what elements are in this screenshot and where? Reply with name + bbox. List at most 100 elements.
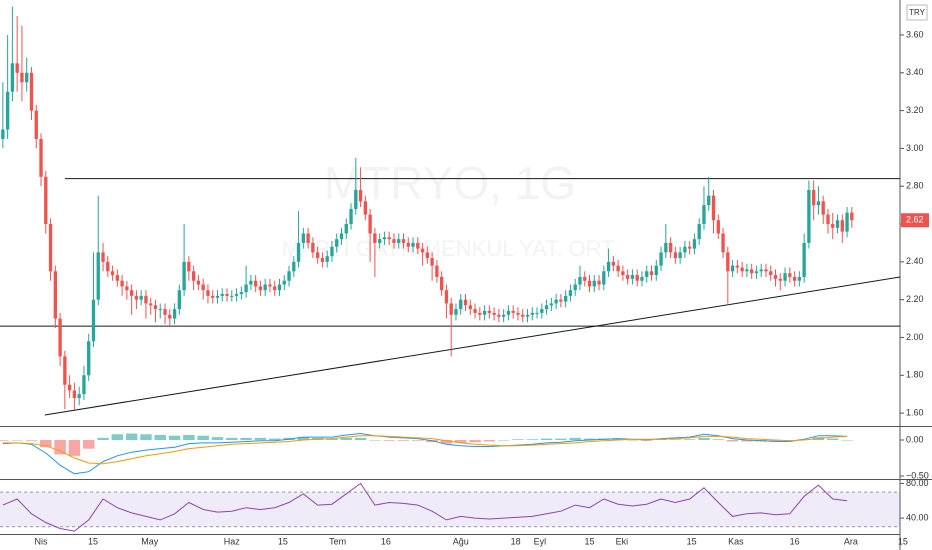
- candle-body: [77, 394, 81, 398]
- candle-body: [759, 269, 763, 272]
- candle-body: [621, 271, 625, 276]
- x-tick-label: 15: [898, 536, 908, 546]
- candle-body: [606, 261, 611, 272]
- candle-body: [554, 299, 558, 304]
- candle-body: [191, 271, 196, 281]
- candle-body: [330, 246, 334, 257]
- macd-histogram-bar: [669, 439, 682, 441]
- candle-body: [134, 295, 139, 300]
- candle-body: [568, 290, 573, 296]
- candle-body: [144, 295, 148, 304]
- macd-histogram-bar: [626, 440, 639, 441]
- x-tick-label: Ara: [844, 536, 858, 546]
- x-tick-label: Ağu: [453, 536, 469, 546]
- candle-body: [387, 237, 391, 240]
- candle-body: [540, 309, 544, 313]
- candle-body: [110, 271, 115, 276]
- candle-body: [139, 295, 143, 300]
- macd-histogram-bar: [82, 440, 95, 449]
- candle-body: [382, 237, 387, 240]
- currency-box[interactable]: [906, 4, 928, 21]
- macd-histogram-bar: [168, 435, 181, 441]
- y-tick-label: 80.00: [906, 478, 929, 488]
- candle-body: [597, 280, 601, 285]
- y-tick-label: 2.20: [906, 294, 924, 304]
- rsi-band: [0, 492, 900, 527]
- macd-histogram-bar: [240, 437, 252, 441]
- macd-histogram-bar: [540, 438, 553, 441]
- candle-body: [602, 271, 606, 285]
- candle-body: [373, 233, 377, 243]
- candle-body: [573, 284, 577, 291]
- candle-body: [187, 261, 191, 272]
- macd-histogram-bar: [683, 439, 696, 441]
- candle-body: [96, 252, 100, 300]
- x-tick-label: Kas: [728, 536, 744, 546]
- x-tick-label: Tem: [329, 536, 346, 546]
- candle-body: [654, 265, 658, 276]
- candle-body: [807, 190, 811, 243]
- candle-body: [53, 271, 57, 319]
- candle-body: [44, 176, 48, 225]
- candle-body: [511, 310, 515, 313]
- candle-body: [1, 129, 5, 139]
- macd-histogram-bar: [526, 439, 538, 441]
- macd-line: [2, 435, 848, 465]
- candle-body: [306, 233, 310, 243]
- candle-body: [831, 224, 835, 228]
- macd-histogram-bar: [512, 439, 524, 441]
- candle-body: [750, 269, 754, 274]
- candle-body: [645, 271, 649, 277]
- currency[interactable]: TRY: [909, 8, 926, 17]
- candle-body: [239, 292, 244, 294]
- candle-body: [177, 290, 182, 310]
- macd-histogram-bar: [583, 438, 596, 441]
- macd-histogram-bar: [11, 440, 23, 441]
- candle-body: [315, 252, 320, 259]
- macd-histogram-bar: [226, 437, 238, 441]
- candle-body: [206, 290, 210, 296]
- y-tick-label: 2.40: [906, 256, 924, 266]
- macd-histogram-bar: [297, 437, 310, 441]
- candle-body: [153, 305, 158, 310]
- candle-body: [406, 242, 410, 247]
- macd-histogram-bar: [0, 440, 9, 441]
- candle-body: [850, 212, 854, 221]
- candle-body: [67, 384, 72, 391]
- candle-body: [277, 284, 282, 291]
- candle-body: [501, 314, 506, 317]
- y-tick-label: 2.00: [906, 332, 924, 342]
- y-tick-label: −0.50: [906, 470, 929, 480]
- candle-body: [754, 271, 759, 274]
- macd-line: [2, 432, 848, 475]
- candle-body: [15, 63, 19, 73]
- macd-histogram-bar: [726, 440, 739, 442]
- candle-body: [592, 280, 596, 287]
- candle-body: [230, 295, 234, 297]
- x-tick-label: 16: [790, 536, 800, 546]
- candle-body: [659, 252, 663, 266]
- macd-histogram-bar: [555, 438, 567, 441]
- candle-body: [215, 295, 220, 298]
- macd-histogram-bar: [827, 438, 839, 441]
- macd-histogram-bar: [698, 437, 710, 441]
- candle-body: [802, 242, 806, 277]
- candle-body: [687, 246, 692, 249]
- candle-body: [625, 275, 630, 279]
- candle-body: [616, 265, 620, 272]
- candle-body: [201, 284, 205, 291]
- y-tick-label: 3.00: [906, 143, 924, 153]
- macd-histogram-bar: [369, 440, 381, 441]
- macd-histogram-bar: [54, 440, 66, 455]
- candle-body: [311, 242, 315, 253]
- macd-histogram-bar: [254, 437, 267, 441]
- candle-body: [707, 195, 711, 206]
- candle-body: [196, 280, 201, 285]
- candle-body: [635, 275, 639, 281]
- candle-body: [115, 275, 119, 281]
- macd-histogram-bar: [125, 433, 138, 441]
- candle-body: [82, 375, 86, 395]
- watermark: MTRYO, 1G: [324, 157, 576, 209]
- candle-body: [444, 290, 449, 304]
